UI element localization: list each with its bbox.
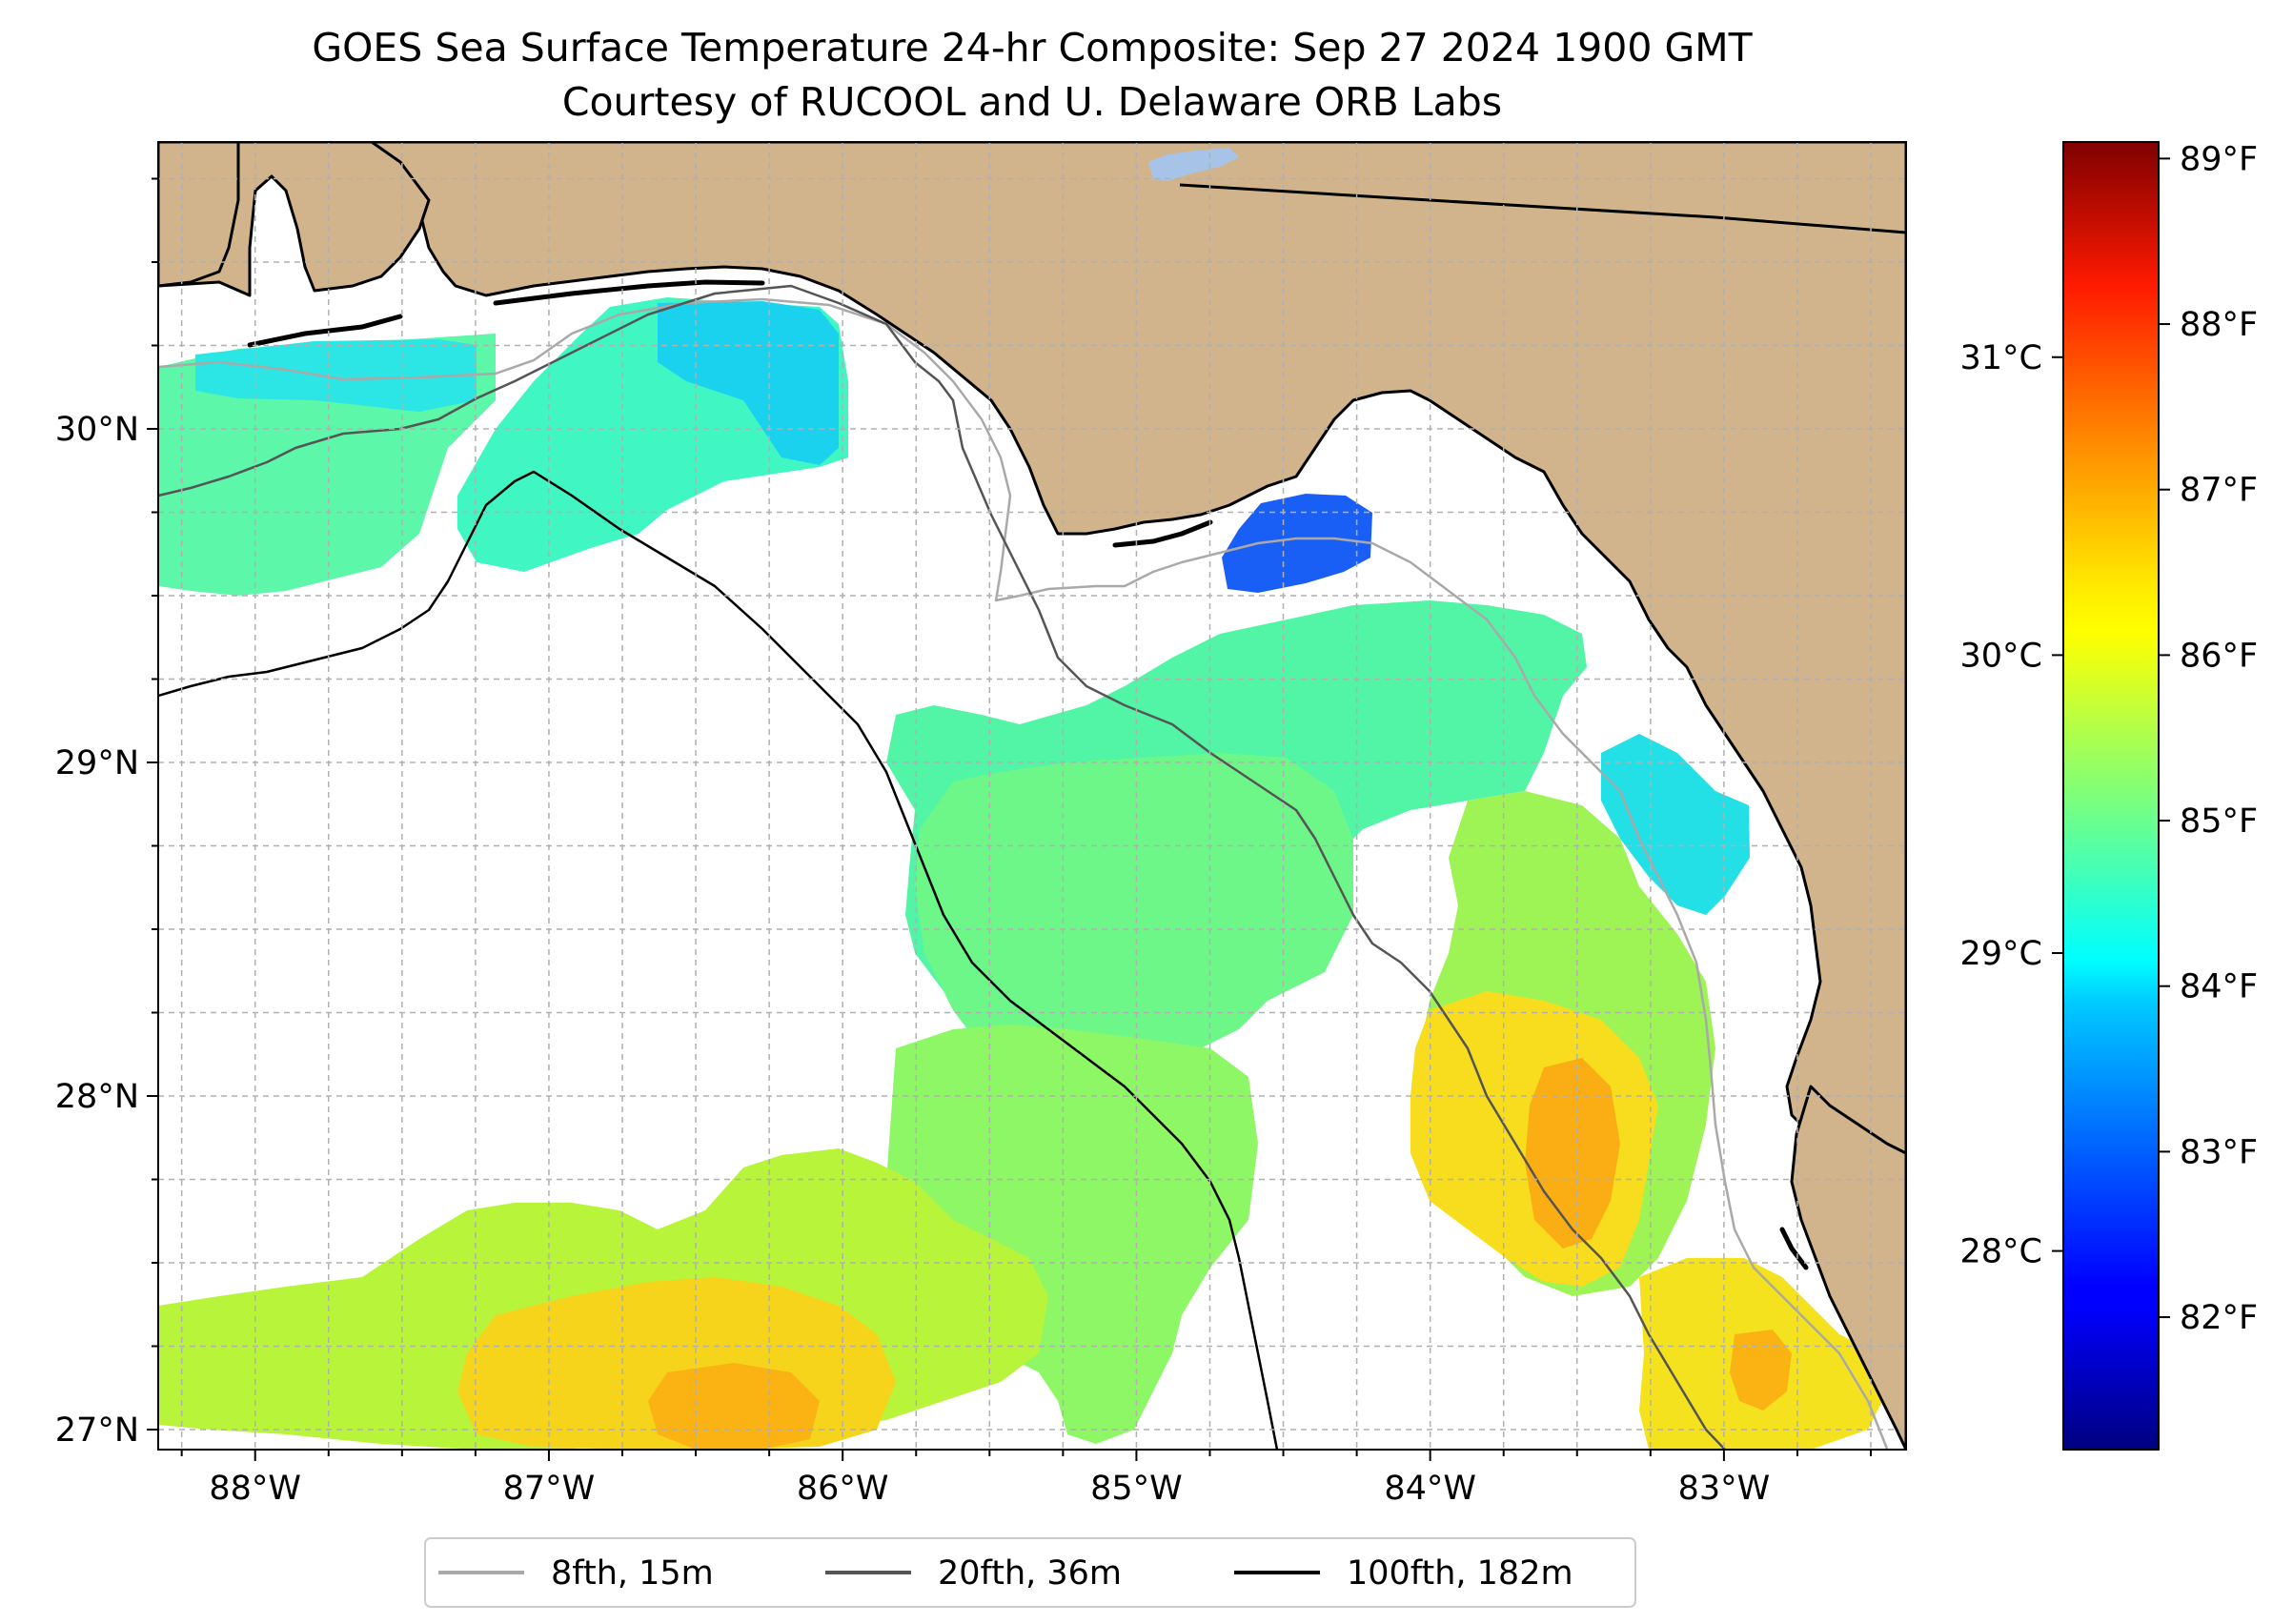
figure-subtitle: Courtesy of RUCOOL and U. Delaware ORB L…	[562, 79, 1502, 125]
isobath-100fth	[158, 470, 1279, 1450]
lat-axis: 27°N 28°N 29°N 30°N	[55, 177, 158, 1450]
sst-patch-southwest-hot	[648, 1363, 820, 1450]
legend-box	[424, 1537, 1636, 1608]
colorbar-f-tick-label: 88°F	[2180, 306, 2258, 344]
barrier-island-santa-rosa	[493, 279, 765, 306]
colorbar-f-tick-label: 82°F	[2180, 1299, 2258, 1337]
inland-lake	[1148, 148, 1239, 181]
legend-label-8fth: 8fth, 15m	[551, 1554, 714, 1593]
colorbar-f-tick-label: 89°F	[2180, 140, 2258, 178]
isobaths	[158, 284, 1889, 1450]
lat-tick-label: 30°N	[55, 411, 139, 449]
lon-tick-label: 86°W	[797, 1470, 889, 1508]
sst-patches	[158, 297, 1887, 1450]
legend-label-100fth: 100fth, 182m	[1347, 1554, 1573, 1593]
colorbar-f-ticks: 82°F 83°F 84°F 85°F 86°F 87°F 88°F 89°F	[2159, 140, 2258, 1337]
sst-patch-tampa-hot	[1525, 1058, 1620, 1248]
land-mainland	[158, 142, 1906, 1222]
lon-tick-label: 85°W	[1090, 1470, 1183, 1508]
sst-patch-pensacola-cool	[658, 301, 839, 465]
lon-tick-label: 84°W	[1384, 1470, 1476, 1508]
colorbar-gradient	[2062, 141, 2160, 1451]
barrier-island-pensacola	[247, 314, 403, 348]
colorbar-f-tick-label: 87°F	[2180, 472, 2258, 510]
sst-patch-east-cool	[1601, 734, 1750, 915]
colorbar: 82°F 83°F 84°F 85°F 86°F 87°F 88°F 89°F 28°C 29°…	[1960, 140, 2258, 1451]
lon-tick-label: 88°W	[209, 1470, 301, 1508]
barrier-island-anclote	[1779, 1227, 1809, 1270]
colorbar-c-tick-label: 29°C	[1960, 935, 2042, 973]
land-peninsula	[1790, 1085, 1906, 1450]
state-boundary-line	[1179, 183, 1906, 234]
sst-patch-southeast-hot	[1730, 1330, 1792, 1411]
colorbar-f-tick-label: 86°F	[2180, 637, 2258, 675]
legend-label-20fth: 20fth, 36m	[938, 1554, 1122, 1593]
lon-axis: 88°W 87°W 86°W 85°W 84°W 83°W	[180, 1450, 1873, 1508]
colorbar-c-tick-label: 31°C	[1960, 339, 2042, 377]
lat-tick-label: 28°N	[55, 1078, 139, 1116]
colorbar-f-tick-label: 85°F	[2180, 802, 2258, 841]
colorbar-c-tick-label: 30°C	[1960, 637, 2042, 675]
land-west-shore	[158, 142, 240, 288]
map-panel	[158, 142, 1906, 1450]
sst-patch-west-nearshore	[195, 339, 477, 412]
lon-tick-label: 83°W	[1678, 1470, 1771, 1508]
gridlines	[158, 142, 1906, 1450]
colorbar-c-tick-label: 28°C	[1960, 1233, 2042, 1271]
barrier-islands	[247, 279, 1809, 1270]
barrier-island-st-george	[1112, 519, 1213, 548]
isobath-legend: 8fth, 15m 20fth, 36m 100fth, 182m	[424, 1537, 1636, 1608]
land	[158, 142, 1906, 1450]
figure-title: GOES Sea Surface Temperature 24-hr Compo…	[312, 25, 1753, 71]
colorbar-c-ticks: 28°C 29°C 30°C 31°C	[1960, 339, 2063, 1271]
lat-tick-label: 29°N	[55, 744, 139, 782]
lon-tick-label: 87°W	[503, 1470, 596, 1508]
lat-tick-label: 27°N	[55, 1411, 139, 1450]
map-frame	[157, 141, 1907, 1451]
colorbar-f-tick-label: 84°F	[2180, 968, 2258, 1006]
colorbar-f-tick-label: 83°F	[2180, 1133, 2258, 1171]
isobath-20fth	[158, 284, 1726, 1450]
sst-patch-apalachee-cold	[1222, 494, 1372, 593]
